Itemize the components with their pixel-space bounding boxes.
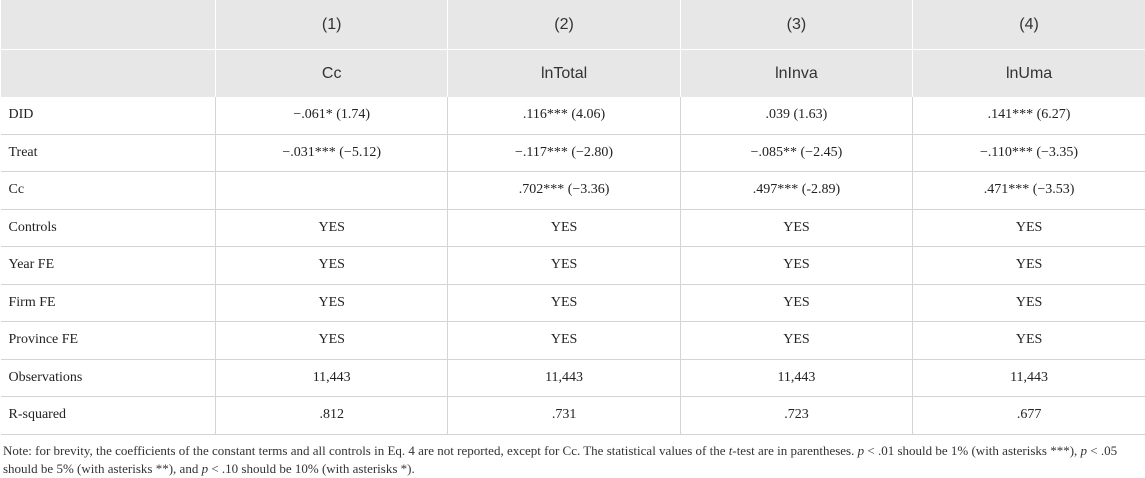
row-label: Cc [1, 172, 216, 210]
table-cell: YES [680, 209, 912, 247]
table-cell: −.061* (1.74) [216, 97, 448, 134]
column-number: (3) [680, 0, 912, 50]
table-cell: YES [913, 284, 1145, 322]
table-cell: YES [448, 247, 680, 285]
table-cell: YES [913, 209, 1145, 247]
column-name: lnInva [680, 50, 912, 98]
table-cell: YES [216, 284, 448, 322]
row-label: Year FE [1, 247, 216, 285]
note-text: < .01 should be 1% (with asterisks ***), [864, 443, 1080, 458]
note-text: < .10 should be 10% (with asterisks *). [208, 461, 415, 476]
header-row: (1)(2)(3)(4) [1, 0, 1145, 50]
column-name: lnTotal [448, 50, 680, 98]
column-number: (1) [216, 0, 448, 50]
table-body: DID−.061* (1.74).116*** (4.06).039 (1.63… [1, 97, 1145, 434]
table-cell: .039 (1.63) [680, 97, 912, 134]
table-cell: YES [448, 322, 680, 360]
table-cell: .677 [913, 397, 1145, 435]
table-cell: YES [216, 247, 448, 285]
row-label: Province FE [1, 322, 216, 360]
header-corner [1, 50, 216, 98]
table-note: Note: for brevity, the coefficients of t… [0, 435, 1145, 478]
table-cell: .497*** (-2.89) [680, 172, 912, 210]
column-name: lnUma [913, 50, 1145, 98]
table-cell: .723 [680, 397, 912, 435]
table-cell: −.110*** (−3.35) [913, 134, 1145, 172]
table-cell: YES [680, 322, 912, 360]
table-cell: YES [680, 284, 912, 322]
table-cell: 11,443 [913, 359, 1145, 397]
table-cell: YES [448, 209, 680, 247]
table-row: Cc .702*** (−3.36).497*** (-2.89).471*** … [1, 172, 1145, 210]
table-cell: YES [448, 284, 680, 322]
table-cell: .116*** (4.06) [448, 97, 680, 134]
table-cell: .731 [448, 397, 680, 435]
column-number: (2) [448, 0, 680, 50]
column-number: (4) [913, 0, 1145, 50]
table-cell: .702*** (−3.36) [448, 172, 680, 210]
table-cell [216, 172, 448, 210]
table-cell: YES [913, 322, 1145, 360]
row-label: Controls [1, 209, 216, 247]
table-cell: −.031*** (−5.12) [216, 134, 448, 172]
column-name: Cc [216, 50, 448, 98]
table-cell: 11,443 [680, 359, 912, 397]
table-cell: YES [680, 247, 912, 285]
row-label: Treat [1, 134, 216, 172]
header-corner [1, 0, 216, 50]
row-label: Firm FE [1, 284, 216, 322]
table-cell: .812 [216, 397, 448, 435]
table-row: R-squared.812.731.723.677 [1, 397, 1145, 435]
note-text: Note: for brevity, the coefficients of t… [3, 443, 729, 458]
table-cell: YES [913, 247, 1145, 285]
table-cell: .141*** (6.27) [913, 97, 1145, 134]
table-cell: 11,443 [448, 359, 680, 397]
table-cell: .471*** (−3.53) [913, 172, 1145, 210]
note-text: -test are in parentheses. [732, 443, 857, 458]
row-label: DID [1, 97, 216, 134]
table-cell: −.085** (−2.45) [680, 134, 912, 172]
table-row: DID−.061* (1.74).116*** (4.06).039 (1.63… [1, 97, 1145, 134]
row-label: Observations [1, 359, 216, 397]
table-cell: YES [216, 322, 448, 360]
row-label: R-squared [1, 397, 216, 435]
table-cell: 11,443 [216, 359, 448, 397]
table-cell: YES [216, 209, 448, 247]
table-cell: −.117*** (−2.80) [448, 134, 680, 172]
table-row: Treat−.031*** (−5.12)−.117*** (−2.80)−.0… [1, 134, 1145, 172]
